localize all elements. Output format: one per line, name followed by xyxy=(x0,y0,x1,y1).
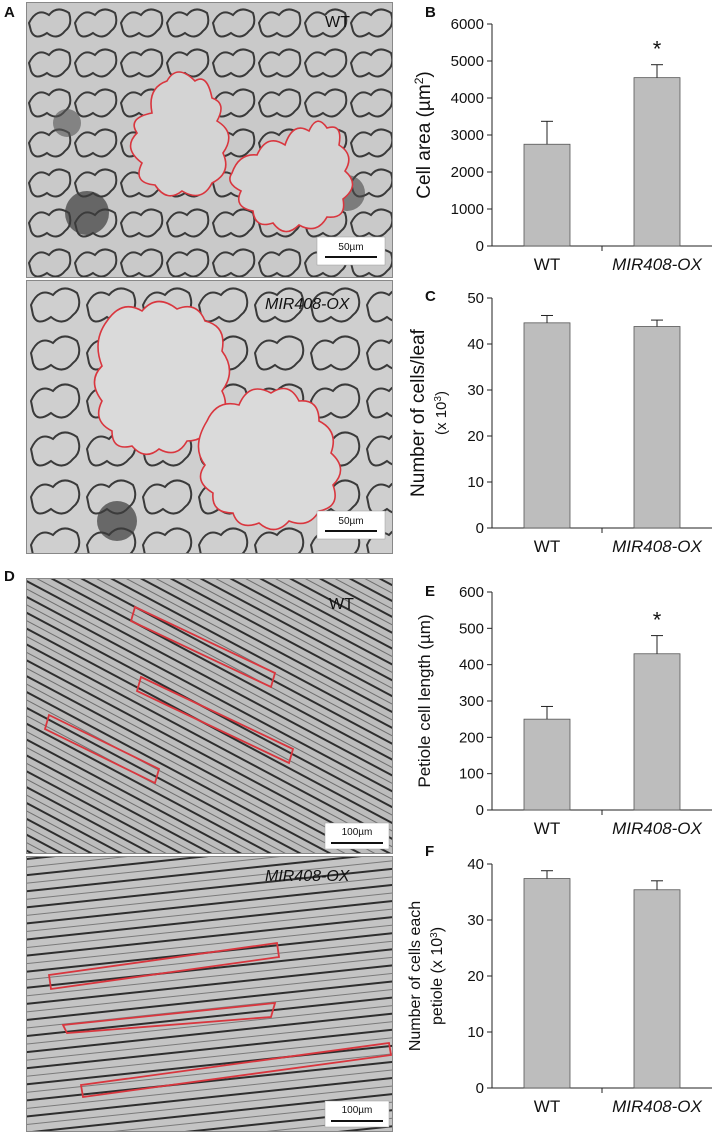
scale-bar-label: 100µm xyxy=(342,827,373,838)
genotype-label: MIR408-OX xyxy=(265,296,351,313)
y-axis-title-line2: petiole (x 103) xyxy=(429,927,447,1025)
y-tick-label: 30 xyxy=(467,382,484,399)
scale-bar-label: 100µm xyxy=(342,1105,373,1116)
pavement-cell-image-wt: WT 50µm xyxy=(27,3,392,277)
y-tick-label: 20 xyxy=(467,428,484,445)
y-tick-label: 50 xyxy=(467,290,484,307)
y-axis-title: Number of cells/leaf xyxy=(408,328,429,497)
bar-chart-cell-area: 0 1000 2000 3000 4000 5000 6000 WT * MIR408-OX Cel… xyxy=(412,16,712,274)
category-label: MIR408-OX xyxy=(612,1097,702,1116)
y-axis-title-line2: (x 103) xyxy=(433,391,451,435)
y-tick-label: 0 xyxy=(476,238,484,255)
bar xyxy=(523,718,571,811)
genotype-label: WT xyxy=(325,14,350,31)
category-label: WT xyxy=(534,537,560,556)
panel-label-b: B xyxy=(425,4,436,21)
y-tick-label: 0 xyxy=(476,802,484,819)
micrograph-d-mir408: MIR408-OX 100µm xyxy=(26,856,393,1132)
y-tick-label: 600 xyxy=(459,584,484,601)
micrograph-d-wt: WT 100µm xyxy=(26,578,393,854)
y-tick-label: 400 xyxy=(459,657,484,674)
micrograph-a-wt: WT 50µm xyxy=(26,2,393,278)
panel-label-c: C xyxy=(425,288,436,305)
significance-marker: * xyxy=(653,37,662,62)
category-label: MIR408-OX xyxy=(612,255,702,274)
pavement-cell-image-mir408: MIR408-OX 50µm xyxy=(27,281,392,553)
y-tick-label: 500 xyxy=(459,620,484,637)
bar xyxy=(633,653,681,811)
bar xyxy=(523,322,571,529)
y-tick-label: 3000 xyxy=(451,127,484,144)
traced-cell-outline xyxy=(43,713,161,785)
y-axis-title: Petiole cell length (µm) xyxy=(415,614,434,787)
y-tick-label: 40 xyxy=(467,336,484,353)
significance-marker: * xyxy=(653,608,662,633)
scale-bar-box xyxy=(324,1100,390,1128)
bar xyxy=(633,326,681,529)
category-label: MIR408-OX xyxy=(612,537,702,556)
bar xyxy=(523,878,571,1089)
genotype-label: WT xyxy=(329,596,354,613)
traced-cell-outline xyxy=(79,1041,392,1099)
scale-bar-label: 50µm xyxy=(338,242,363,253)
traced-cell-outline xyxy=(129,71,230,197)
bar xyxy=(523,143,571,247)
y-tick-label: 0 xyxy=(476,1080,484,1097)
y-tick-label: 6000 xyxy=(451,16,484,33)
scale-bar-box xyxy=(324,822,390,850)
bar xyxy=(633,77,681,247)
traced-cell-outline xyxy=(61,1001,277,1034)
y-axis-title: Cell area (µm2) xyxy=(412,71,435,198)
bar-chart-cells-per-petiole: 0 10 20 30 40 WT MIR408-OX Number of cells each… xyxy=(407,856,712,1116)
scale-bar-label: 50µm xyxy=(338,516,363,527)
y-tick-label: 4000 xyxy=(451,90,484,107)
y-tick-label: 20 xyxy=(467,968,484,985)
category-label: MIR408-OX xyxy=(612,819,702,838)
traced-cell-outline xyxy=(129,605,277,689)
traced-cell-outline xyxy=(135,675,295,765)
traced-cell-outline xyxy=(197,387,342,531)
y-tick-label: 10 xyxy=(467,1024,484,1041)
y-tick-label: 5000 xyxy=(451,53,484,70)
category-label: WT xyxy=(534,255,560,274)
traced-cell-outline xyxy=(47,941,281,991)
bar xyxy=(633,889,681,1089)
category-label: WT xyxy=(534,819,560,838)
traced-cell-outline xyxy=(229,120,354,233)
micrograph-a-mir408: MIR408-OX 50µm xyxy=(26,280,393,554)
category-label: WT xyxy=(534,1097,560,1116)
y-tick-label: 2000 xyxy=(451,164,484,181)
y-tick-label: 1000 xyxy=(451,201,484,218)
y-tick-label: 30 xyxy=(467,912,484,929)
genotype-label: MIR408-OX xyxy=(265,868,351,885)
bar-chart-petiole-cell-length: 0 100 200 300 400 500 600 WT * MIR408-OX Petiole c… xyxy=(415,584,712,838)
panel-label-a: A xyxy=(4,4,15,21)
panel-label-e: E xyxy=(425,583,436,600)
scale-bar-box xyxy=(316,510,386,540)
y-tick-label: 10 xyxy=(467,474,484,491)
y-tick-label: 40 xyxy=(467,856,484,873)
y-axis-title: Number of cells each xyxy=(407,901,424,1051)
bar-chart-cells-per-leaf: 0 10 20 30 40 50 WT MIR408-OX Number of cells/le… xyxy=(408,290,712,556)
petiole-cell-image-mir408: MIR408-OX 100µm xyxy=(27,857,392,1131)
y-tick-label: 200 xyxy=(459,729,484,746)
panel-label-f: F xyxy=(425,843,435,860)
panel-label-d: D xyxy=(4,568,15,585)
y-tick-label: 0 xyxy=(476,520,484,537)
scale-bar-box xyxy=(316,236,386,266)
petiole-cell-image-wt: WT 100µm xyxy=(27,579,392,853)
y-tick-label: 300 xyxy=(459,693,484,710)
y-tick-label: 100 xyxy=(459,766,484,783)
